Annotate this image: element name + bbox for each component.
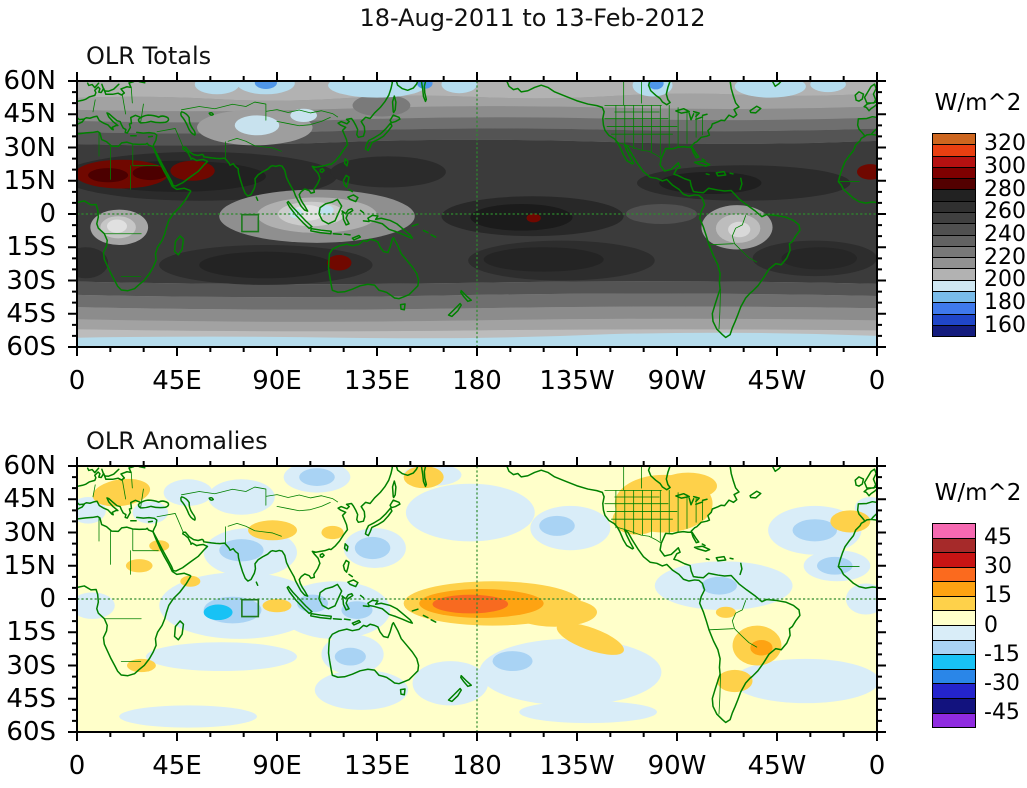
map0-x-label-90E: 90E	[252, 366, 302, 396]
map1-y-label-15N: 15N	[3, 550, 56, 581]
map1-y-label-45S: 45S	[6, 683, 56, 714]
map0-x-label-45W: 45W	[747, 366, 807, 396]
panel-title-totals: OLR Totals	[86, 42, 212, 70]
colorbar-segment	[933, 596, 975, 611]
map0-x-label-45E: 45E	[152, 366, 202, 396]
olr-anomalies-map	[76, 465, 878, 733]
colorbar1-label--15: -15	[984, 641, 1020, 667]
colorbar-segment	[933, 145, 975, 156]
colorbar-segment	[933, 553, 975, 567]
colorbar-segment	[933, 134, 975, 145]
colorbar-segment	[933, 524, 975, 538]
colorbar-segment	[933, 235, 975, 246]
colorbar0-label-280: 280	[984, 176, 1026, 202]
colorbar-segment	[933, 201, 975, 212]
colorbar-segment	[933, 280, 975, 291]
colorbar1-label--45: -45	[984, 700, 1020, 726]
map0-y-label-30S: 30S	[6, 265, 56, 296]
totals-colorbar	[932, 133, 976, 337]
map1-y-label-45N: 45N	[3, 484, 56, 515]
colorbar-segment	[933, 258, 975, 269]
map1-x-label-0: 0	[868, 751, 886, 781]
map0-x-label-135E: 135E	[343, 366, 411, 396]
totals-colorbar-units: W/m^2	[934, 90, 1022, 116]
colorbar-segment	[933, 167, 975, 179]
map0-x-label-0: 0	[68, 366, 86, 396]
main-title: 18-Aug-2011 to 13-Feb-2012	[359, 4, 706, 32]
map1-y-label-60N: 60N	[3, 451, 56, 481]
map1-x-label-135E: 135E	[343, 751, 411, 781]
map1-x-label-90E: 90E	[252, 751, 302, 781]
colorbar0-label-180: 180	[984, 290, 1026, 315]
map1-y-label-15S: 15S	[6, 617, 56, 648]
colorbar-segment	[933, 684, 975, 698]
colorbar-segment	[933, 325, 975, 337]
map0-x-label-90W: 90W	[647, 366, 707, 396]
map0-x-label-180: 180	[452, 366, 502, 396]
colorbar1-label-0: 0	[984, 612, 998, 638]
map1-y-label-30N: 30N	[3, 517, 56, 548]
colorbar1-label-30: 30	[984, 553, 1012, 579]
colorbar-segment	[933, 655, 975, 669]
colorbar-segment	[933, 224, 975, 235]
map1-x-label-45E: 45E	[152, 751, 202, 781]
colorbar1-label-45: 45	[984, 524, 1012, 550]
colorbar-segment	[933, 212, 975, 224]
colorbar-segment	[933, 246, 975, 258]
anomalies-colorbar	[932, 523, 976, 728]
panel-title-anomalies: OLR Anomalies	[86, 427, 268, 455]
map0-y-label-60S: 60S	[6, 332, 56, 362]
map0-y-label-15N: 15N	[3, 165, 56, 196]
map0-x-label-135W: 135W	[539, 366, 615, 396]
map1-x-label-0: 0	[68, 751, 86, 781]
colorbar0-label-240: 240	[984, 222, 1026, 247]
map1-y-label-0: 0	[39, 584, 56, 614]
anomalies-contour-field	[77, 466, 877, 733]
map0-y-label-15S: 15S	[6, 232, 56, 263]
colorbar1-label--30: -30	[984, 671, 1020, 697]
colorbar-segment	[933, 640, 975, 655]
colorbar-segment	[933, 314, 975, 325]
colorbar0-label-200: 200	[984, 267, 1026, 293]
map1-x-label-180: 180	[452, 751, 502, 781]
axis-ticks	[68, 72, 886, 741]
colorbar1-label-15: 15	[984, 583, 1012, 609]
colorbar-segment	[933, 669, 975, 684]
colorbar-segment	[933, 190, 975, 201]
map1-x-label-135W: 135W	[539, 751, 615, 781]
colorbar-segment	[933, 713, 975, 728]
colorbar0-label-320: 320	[984, 131, 1026, 157]
map1-x-label-45W: 45W	[747, 751, 807, 781]
colorbar0-label-220: 220	[984, 244, 1026, 270]
map1-y-label-30S: 30S	[6, 650, 56, 681]
colorbar-segment	[933, 156, 975, 167]
colorbar0-label-160: 160	[984, 312, 1026, 338]
colorbar-segment	[933, 538, 975, 553]
map0-x-label-0: 0	[868, 366, 886, 396]
map0-y-label-45S: 45S	[6, 298, 56, 329]
colorbar-segment	[933, 582, 975, 596]
colorbar-segment	[933, 626, 975, 640]
anomalies-colorbar-units: W/m^2	[934, 480, 1022, 506]
map0-y-label-0: 0	[39, 199, 56, 229]
map0-y-label-60N: 60N	[3, 66, 56, 96]
colorbar-segment	[933, 179, 975, 190]
colorbar-segment	[933, 698, 975, 713]
map0-y-label-30N: 30N	[3, 132, 56, 163]
colorbar0-label-260: 260	[984, 199, 1026, 225]
olr-totals-map	[76, 80, 878, 348]
colorbar-segment	[933, 303, 975, 314]
colorbar-segment	[933, 291, 975, 303]
map1-y-label-60S: 60S	[6, 717, 56, 747]
colorbar-segment	[933, 269, 975, 280]
map0-y-label-45N: 45N	[3, 99, 56, 130]
colorbar0-label-300: 300	[984, 154, 1026, 179]
colorbar-segment	[933, 611, 975, 626]
map1-x-label-90W: 90W	[647, 751, 707, 781]
colorbar-segment	[933, 567, 975, 582]
